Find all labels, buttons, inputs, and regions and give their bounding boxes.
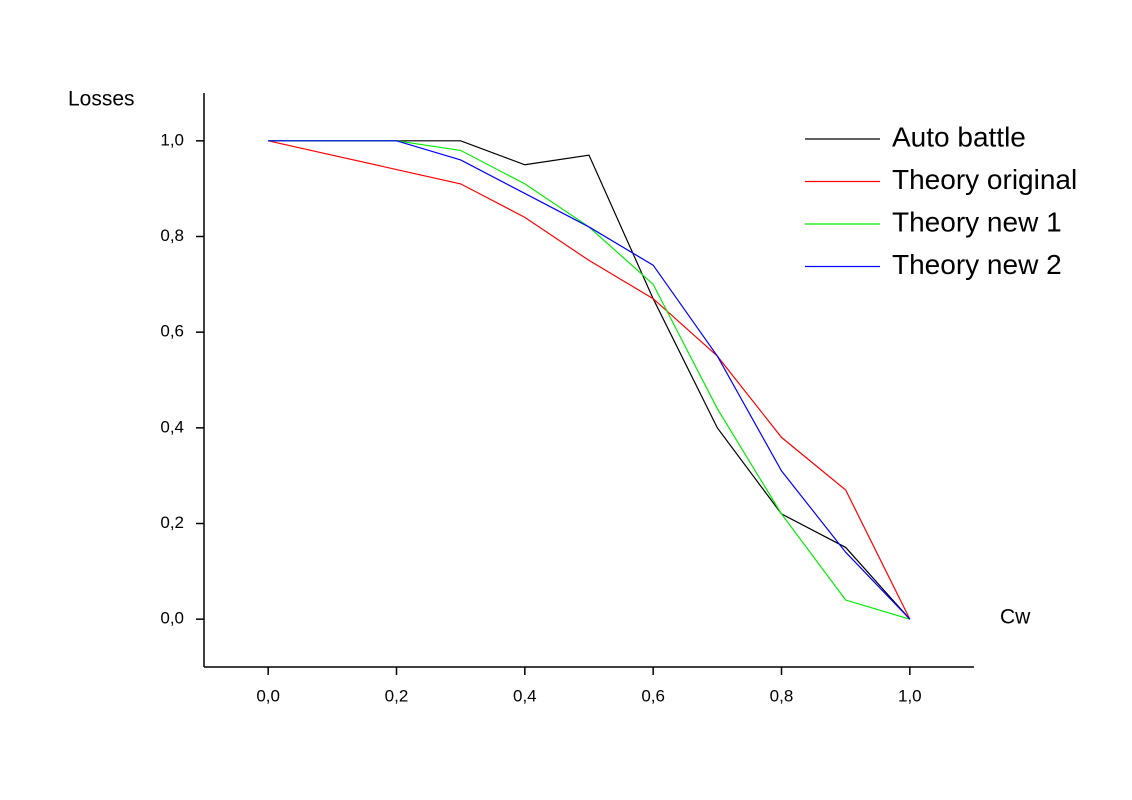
series-line [268,140,911,620]
x-tick-label: 0,8 [770,686,794,705]
x-tick-label: 0,0 [256,686,280,705]
x-tick-label: 0,2 [385,686,409,705]
x-axis-label: Cw [1000,606,1031,629]
y-tick-label: 0,8 [160,226,184,245]
x-tick-label: 0,4 [513,686,537,705]
series-line [268,140,911,620]
legend-label: Theory new 2 [892,249,1062,280]
x-tick-label: 0,6 [641,686,665,705]
series-line [268,140,911,620]
series-line [268,140,911,620]
y-axis-label: Losses [68,88,135,111]
legend-label: Auto battle [892,121,1026,152]
legend-label: Theory original [892,164,1077,195]
y-tick-label: 0,4 [160,417,184,436]
y-tick-label: 1,0 [160,130,184,149]
x-tick-label: 1,0 [898,686,922,705]
y-tick-label: 0,0 [160,609,184,628]
legend-label: Theory new 1 [892,206,1062,237]
y-tick-label: 0,6 [160,322,184,341]
y-tick-label: 0,2 [160,513,184,532]
